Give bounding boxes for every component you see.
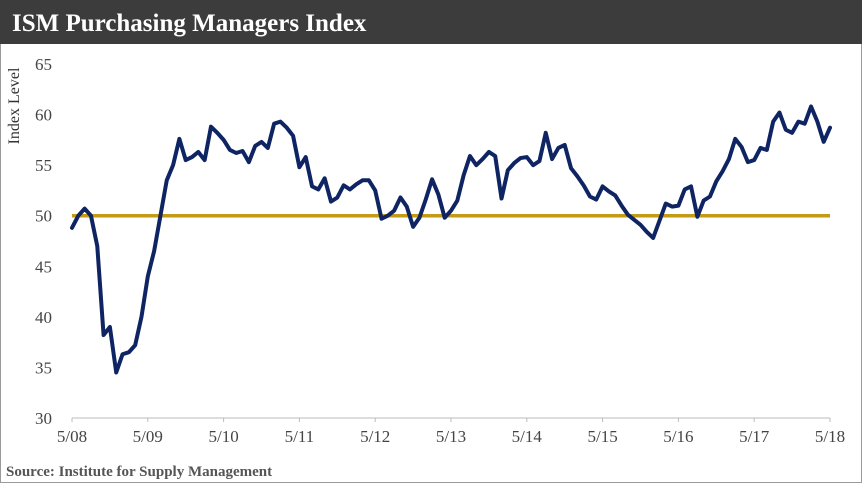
x-tick-label: 5/08 — [57, 427, 87, 446]
source-note: Source: Institute for Supply Management — [6, 464, 272, 480]
y-tick-label: 50 — [35, 207, 52, 226]
x-tick-label: 5/09 — [133, 427, 163, 446]
x-tick-label: 5/12 — [360, 427, 390, 446]
y-tick-label: 45 — [35, 257, 52, 276]
y-axis-label: Index Level — [6, 67, 23, 144]
title-bar — [0, 0, 862, 44]
y-tick-label: 35 — [35, 358, 52, 377]
x-tick-label: 5/11 — [285, 427, 315, 446]
chart-title: ISM Purchasing Managers Index — [12, 10, 367, 37]
y-tick-label: 60 — [35, 106, 52, 125]
x-tick-label: 5/16 — [663, 427, 693, 446]
x-tick-label: 5/10 — [208, 427, 238, 446]
data-line — [70, 104, 832, 375]
x-tick-label: 5/13 — [436, 427, 466, 446]
x-tick-label: 5/17 — [739, 427, 770, 446]
y-tick-label: 40 — [35, 308, 52, 327]
y-tick-label: 65 — [35, 55, 52, 74]
x-tick-label: 5/18 — [815, 427, 845, 446]
y-tick-label: 30 — [35, 409, 52, 428]
x-tick-label: 5/15 — [587, 427, 617, 446]
x-tick-label: 5/14 — [512, 427, 543, 446]
y-tick-label: 55 — [35, 156, 52, 175]
